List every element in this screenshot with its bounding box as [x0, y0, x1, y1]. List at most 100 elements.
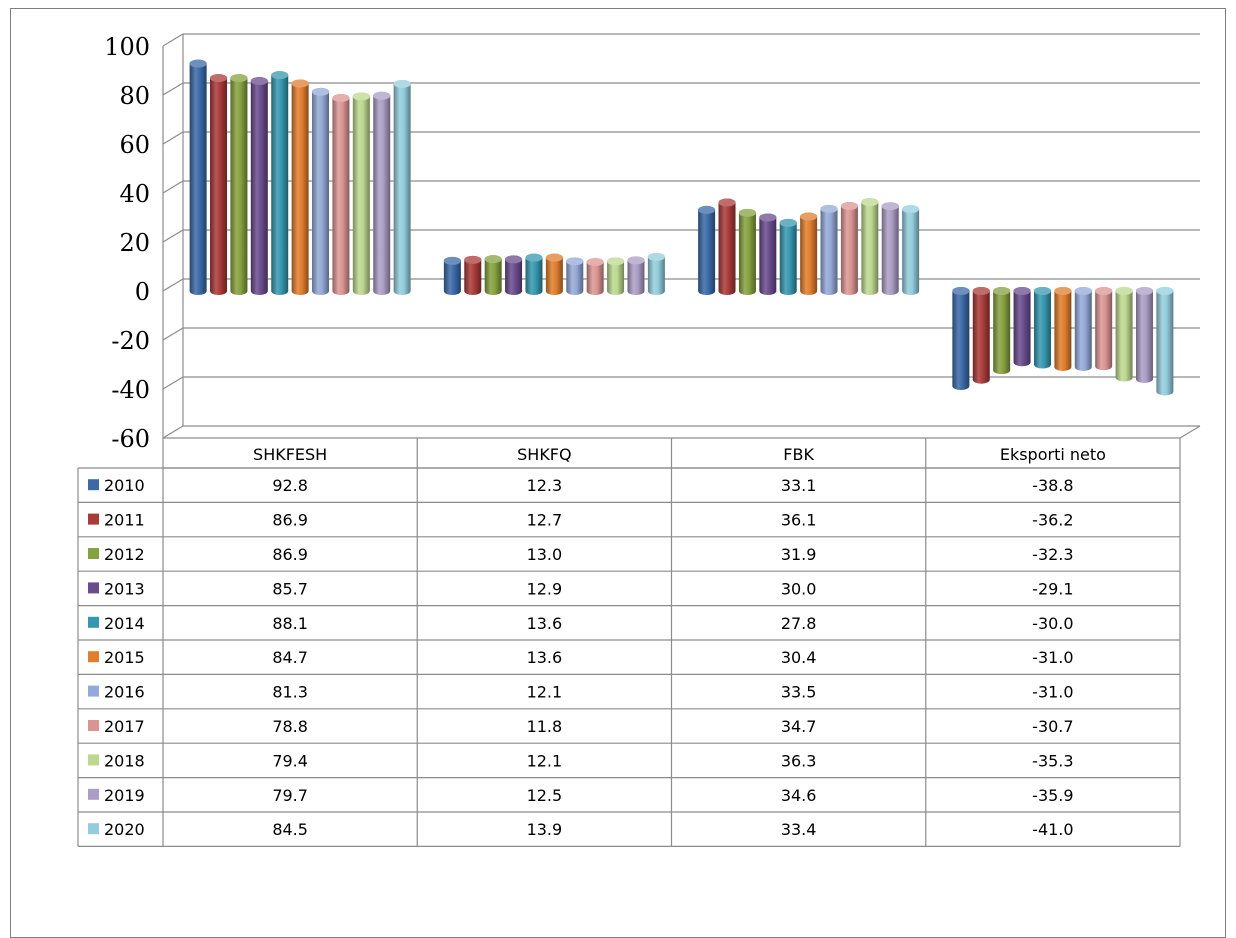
bar-cap	[291, 79, 309, 88]
bar-2015-fbk	[800, 212, 818, 295]
bar-cap	[312, 87, 330, 96]
bar-cap	[647, 252, 665, 261]
bar-cap	[800, 212, 818, 221]
table-cell-value: 12.5	[527, 786, 563, 805]
gridline	[162, 278, 1200, 292]
bar-2010-fbk	[698, 205, 716, 295]
bar-2011-shkfq	[464, 255, 482, 295]
bar-2014-eksporti-neto	[1033, 287, 1051, 369]
bar-cap	[505, 255, 523, 264]
table-cell-value: 33.4	[781, 820, 817, 839]
bar-cap	[443, 256, 461, 265]
bar-cap	[586, 258, 604, 267]
table-cell-value: 31.9	[781, 545, 817, 564]
bar-2012-shkfesh	[230, 74, 248, 295]
bar-2017-eksporti-neto	[1095, 287, 1113, 371]
bar-2016-shkfesh	[312, 87, 330, 295]
bar-2014-shkfq	[525, 253, 543, 295]
table-cell-value: 33.5	[781, 683, 817, 702]
legend-swatch	[88, 788, 99, 800]
bar-2015-shkfq	[545, 253, 563, 295]
bar-cap	[1054, 287, 1072, 295]
table-cell-value: -30.0	[1032, 614, 1073, 633]
bar-cap	[607, 257, 625, 266]
bar-cap	[230, 74, 248, 83]
legend-swatch	[88, 651, 99, 663]
bar-2012-shkfq	[484, 255, 502, 295]
bar-2020-shkfq	[647, 252, 665, 295]
table-cell-value: 79.4	[272, 751, 308, 770]
bar-2015-shkfesh	[291, 79, 309, 295]
bar-2018-eksporti-neto	[1115, 287, 1133, 382]
bar-2014-shkfesh	[271, 71, 289, 295]
gridline	[162, 327, 1200, 341]
table-cell-value: 86.9	[272, 511, 308, 530]
bar-2019-eksporti-neto	[1135, 287, 1153, 383]
y-tick-label: -20	[111, 327, 150, 355]
bar-2010-shkfq	[443, 256, 461, 295]
bar-cap	[952, 287, 970, 295]
table-cell-value: -35.3	[1032, 751, 1073, 770]
legend-label: 2017	[104, 717, 145, 736]
bar-2013-shkfq	[505, 255, 523, 295]
table-cell-value: 79.7	[272, 786, 308, 805]
bar-cap	[1074, 287, 1092, 295]
legend-swatch	[88, 582, 99, 594]
legend-label: 2020	[104, 820, 145, 839]
table-cell-value: -31.0	[1032, 683, 1073, 702]
bar-cap	[738, 208, 756, 217]
table-cell-value: 13.9	[527, 820, 563, 839]
bar-2017-shkfq	[586, 258, 604, 295]
y-tick-label: 40	[119, 180, 150, 208]
bar-2016-fbk	[820, 204, 838, 295]
bar-cap	[718, 198, 736, 207]
bar-2011-eksporti-neto	[972, 287, 990, 384]
gridline	[162, 180, 1200, 194]
legend-label: 2012	[104, 545, 145, 564]
bar-cap	[759, 213, 777, 222]
y-tick-label: 60	[119, 131, 150, 159]
bar-cap	[1115, 287, 1133, 295]
legend-swatch	[88, 685, 99, 697]
legend-label: 2010	[104, 476, 145, 495]
floor-edge	[163, 425, 1201, 439]
bar-2011-fbk	[718, 198, 736, 295]
bar-cap	[271, 71, 289, 80]
gridline	[162, 82, 1200, 96]
bar-2020-fbk	[902, 205, 920, 295]
table-cell-value: 12.1	[527, 683, 563, 702]
legend-swatch	[88, 616, 99, 628]
category-header: Eksporti neto	[1000, 445, 1106, 464]
bar-cap	[484, 255, 502, 264]
bar-2013-shkfesh	[250, 77, 268, 295]
bar-cap	[210, 74, 228, 83]
table-cell-value: -32.3	[1032, 545, 1073, 564]
bar-2014-fbk	[779, 218, 797, 295]
y-tick-label: 20	[119, 229, 150, 257]
bar-cap	[464, 255, 482, 264]
bar-cap	[250, 77, 268, 86]
bar-cap	[525, 253, 543, 262]
table-cell-value: 34.7	[781, 717, 817, 736]
table-cell-value: 30.4	[781, 648, 817, 667]
legend-label: 2019	[104, 786, 145, 805]
bar-cap	[1033, 287, 1051, 295]
bar-2019-shkfq	[627, 256, 645, 295]
bar-cap	[881, 202, 899, 211]
table-cell-value: 13.0	[527, 545, 563, 564]
bar-cap	[1013, 287, 1031, 295]
table-cell-value: 81.3	[272, 683, 308, 702]
legend-label: 2014	[104, 614, 145, 633]
table-cell-value: -31.0	[1032, 648, 1073, 667]
bar-2012-fbk	[738, 208, 756, 295]
table-cell-value: -35.9	[1032, 786, 1073, 805]
bar-cap	[332, 93, 350, 102]
table-cell-value: 11.8	[527, 717, 563, 736]
bar-cap	[779, 218, 797, 227]
legend-swatch	[88, 823, 99, 835]
bar-2013-eksporti-neto	[1013, 287, 1031, 367]
bar-cap	[1095, 287, 1113, 295]
bar-2018-fbk	[861, 198, 879, 295]
table-cell-value: 84.5	[272, 820, 308, 839]
bar-2017-fbk	[840, 201, 858, 295]
